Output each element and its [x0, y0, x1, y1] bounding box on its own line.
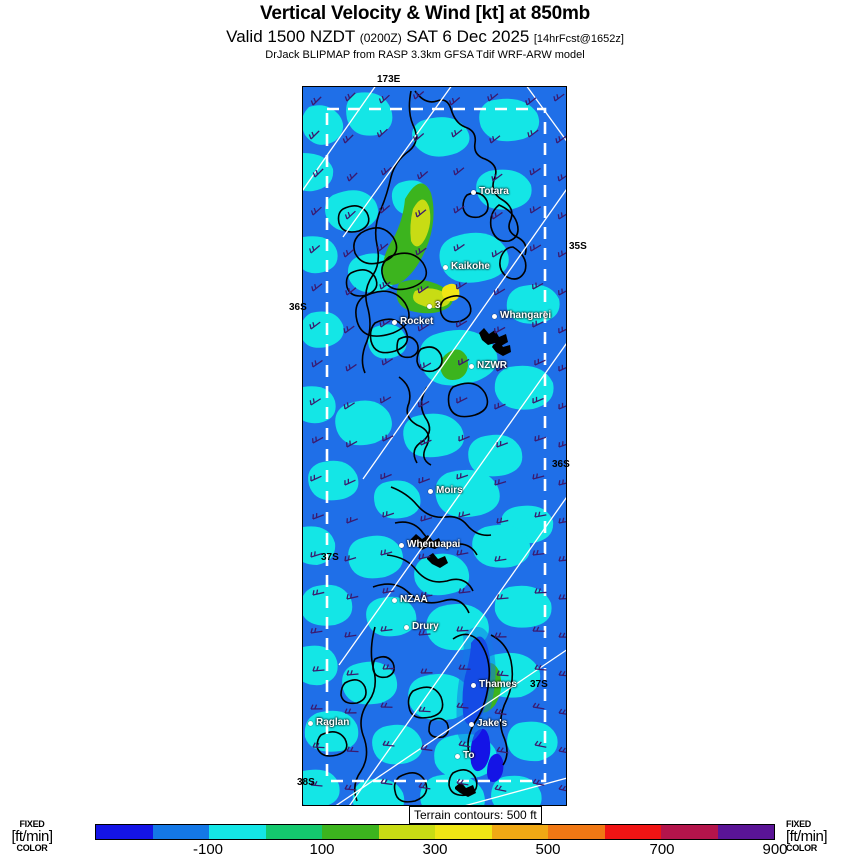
colorbar-fixed-label-left: FIXED — [19, 819, 45, 829]
terrain-contour-note: Terrain contours: 500 ft — [409, 806, 542, 824]
station-dot-jakes[interactable] — [469, 722, 474, 727]
colorbar-tick--100: -100 — [192, 841, 224, 858]
valid-time-line: Valid 1500 NZDT (0200Z) SAT 6 Dec 2025 [… — [0, 27, 850, 47]
model-line: DrJack BLIPMAP from RASP 3.3km GFSA Tdif… — [265, 49, 585, 61]
station-label-jakes: Jake's — [477, 718, 508, 729]
colorbar-tick-700: 700 — [649, 841, 675, 858]
colorbar-swatches[interactable] — [95, 824, 775, 840]
colorbar-swatch-11 — [717, 825, 774, 839]
colorbar-swatch-10 — [661, 825, 718, 839]
colorbar-swatch-5 — [378, 825, 435, 839]
station-label-raglan: Raglan — [316, 717, 350, 728]
station-dot-raglan[interactable] — [308, 721, 313, 726]
station-dot-moirs[interactable] — [428, 489, 433, 494]
station-label-totara: Totara — [479, 186, 509, 197]
field-yellow — [410, 199, 460, 308]
graticule-label-lat-35s: 35S — [569, 241, 587, 252]
valid-utc: (0200Z) — [359, 31, 402, 45]
station-dot-kaikohe[interactable] — [443, 265, 448, 270]
colorbar-tick-300: 300 — [422, 841, 448, 858]
colorbar-label-left: FIXED [ft/min] COLOR — [0, 820, 67, 853]
station-label-drury: Drury — [412, 621, 439, 632]
graticule-label-lat-38s: 38S — [297, 777, 315, 788]
station-dot-whangarei[interactable] — [492, 314, 497, 319]
station-dot-waypoint-3[interactable] — [427, 304, 432, 309]
station-dot-thames[interactable] — [471, 683, 476, 688]
station-dot-whenuapai[interactable] — [399, 543, 404, 548]
station-dot-to[interactable] — [455, 754, 460, 759]
map-graphics — [303, 87, 566, 805]
station-label-thames: Thames — [479, 679, 517, 690]
page-title: Vertical Velocity & Wind [kt] at 850mb — [259, 3, 591, 24]
colorbar-units-right: [ft/min] — [786, 828, 828, 845]
station-dot-nzwr[interactable] — [469, 364, 474, 369]
graticule-label-lat-36s-w: 36S — [289, 302, 307, 313]
station-dot-drury[interactable] — [404, 625, 409, 630]
colorbar-swatch-8 — [548, 825, 605, 839]
colorbar-swatch-3 — [265, 825, 322, 839]
field-midblue — [456, 626, 496, 744]
header: Vertical Velocity & Wind [kt] at 850mb V… — [0, 0, 850, 61]
station-label-whenuapai: Whenuapai — [407, 539, 461, 550]
colorbar-legend: FIXED [ft/min] COLOR -100 100 300 500 700 900… — [0, 820, 850, 861]
colorbar-tick-500: 500 — [535, 841, 561, 858]
station-label-kaikohe: Kaikohe — [451, 261, 490, 272]
forecast-tag: [14hrFcst@1652z] — [533, 33, 624, 45]
colorbar-swatch-0 — [96, 825, 153, 839]
colorbar-swatch-7 — [491, 825, 548, 839]
colorbar-swatch-9 — [604, 825, 661, 839]
station-label-rocket: Rocket — [400, 316, 434, 327]
colorbar-tick-100: 100 — [309, 841, 335, 858]
graticule-label-lon-173e: 173E — [377, 74, 401, 85]
colorbar-swatch-1 — [152, 825, 209, 839]
subdomain-box — [325, 107, 547, 783]
colorbar-label-right: FIXED [ft/min] COLOR — [786, 820, 850, 853]
colorbar-tick-labels: -100 100 300 500 700 900 — [95, 841, 788, 861]
colorbar-color-label-left: COLOR — [16, 843, 48, 853]
colorbar-color-label-right: COLOR — [786, 843, 817, 853]
graticule-label-lat-36s-e: 36S — [552, 459, 570, 470]
colorbar-swatch-2 — [209, 825, 266, 839]
station-label-whangarei: Whangarei — [500, 310, 552, 321]
station-dot-nzaa[interactable] — [392, 598, 397, 603]
colorbar-fixed-label-right: FIXED — [786, 819, 812, 829]
station-label-nzaa: NZAA — [400, 594, 428, 605]
station-label-to: To — [463, 750, 475, 761]
graticule-label-lat-37s-w: 37S — [321, 552, 339, 563]
valid-prefix: Valid 1500 NZDT — [226, 27, 356, 46]
rugged-coast — [410, 328, 511, 797]
station-dot-rocket[interactable] — [392, 320, 397, 325]
colorbar-swatch-6 — [435, 825, 492, 839]
valid-date: SAT 6 Dec 2025 — [406, 27, 530, 46]
graticule — [303, 87, 566, 805]
forecast-map[interactable] — [302, 86, 567, 806]
colorbar-swatch-4 — [322, 825, 379, 839]
station-label-nzwr: NZWR — [477, 360, 507, 371]
station-label-waypoint-3: 3 — [435, 300, 441, 311]
colorbar-units-left: [ft/min] — [11, 828, 53, 845]
graticule-label-lat-37s-e: 37S — [530, 679, 548, 690]
station-label-moirs: Moirs — [436, 485, 463, 496]
station-dot-totara[interactable] — [471, 190, 476, 195]
colorbar-tick-900: 900 — [762, 841, 788, 858]
